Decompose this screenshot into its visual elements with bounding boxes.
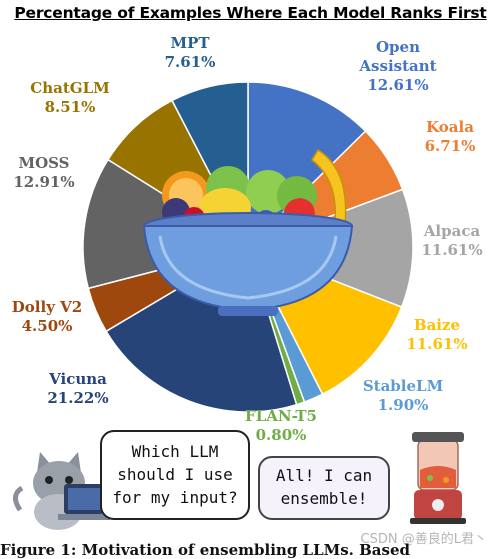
slice-label-dolly-v2: Dolly V2 4.50%: [12, 298, 82, 335]
slice-label-stablelm: StableLM 1.90%: [363, 377, 443, 414]
slice-label-alpaca: Alpaca 11.61%: [421, 222, 482, 259]
question-speech-bubble: Which LLM should I use for my input?: [100, 430, 250, 520]
slice-label-flan-t5: FLAN-T5 0.80%: [245, 407, 317, 444]
chart-title: Percentage of Examples Where Each Model …: [14, 4, 487, 22]
question-line-1: Which LLM: [131, 442, 219, 461]
question-line-2: should I use: [117, 465, 233, 484]
question-line-3: for my input?: [112, 488, 238, 507]
slice-label-open-assistant: Open Assistant 12.61%: [358, 38, 436, 94]
slice-label-mpt: MPT 7.61%: [165, 34, 216, 71]
cat-illustration: [13, 452, 110, 530]
slice-label-baize: Baize 11.61%: [406, 316, 467, 353]
slice-label-chatglm: ChatGLM 8.51%: [30, 79, 109, 116]
watermark: CSDN @善良的L君丶: [360, 532, 487, 547]
slice-label-moss: MOSS 12.91%: [13, 154, 74, 191]
slice-label-vicuna: Vicuna 21.22%: [47, 370, 108, 407]
blender-illustration: [410, 432, 466, 524]
fruit-bowl-illustration: [142, 148, 354, 316]
answer-line-2: ensemble!: [280, 489, 368, 508]
answer-line-1: All! I can: [275, 466, 373, 485]
pie-labels: Open Assistant 12.61% Koala 6.71% Alpaca 11.61…: [12, 34, 483, 444]
figure-caption: Figure 1: Motivation of ensembling LLMs.…: [0, 541, 410, 559]
answer-speech-bubble: All! I can ensemble!: [258, 456, 390, 520]
slice-label-koala: Koala 6.71%: [425, 118, 476, 155]
